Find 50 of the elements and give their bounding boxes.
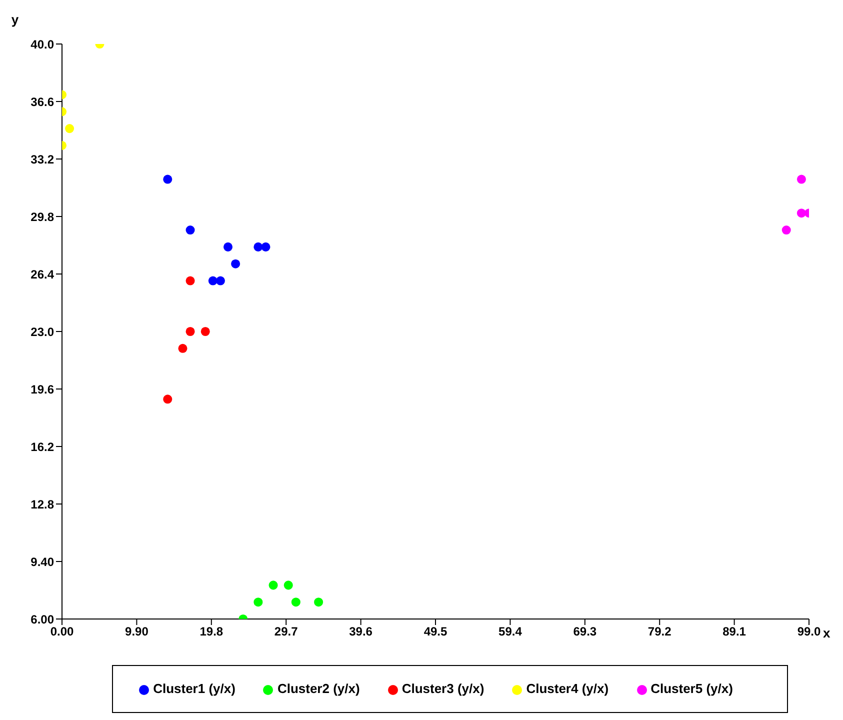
point — [223, 242, 233, 252]
legend-label: Cluster3 (y/x) — [402, 681, 484, 696]
y-axis-title: y — [11, 12, 20, 27]
point — [186, 276, 195, 286]
y-tick-label: 6.00 — [30, 612, 54, 626]
y-tick-label: 19.6 — [30, 382, 54, 396]
point — [163, 174, 172, 184]
point — [216, 276, 225, 286]
y-tick-label: 36.6 — [30, 94, 54, 109]
point — [254, 598, 263, 607]
point — [186, 226, 195, 235]
y-tick-label: 29.8 — [30, 210, 54, 224]
x-tick-label: 49.5 — [424, 624, 448, 639]
legend-label: Cluster1 (y/x) — [153, 681, 236, 696]
point — [284, 580, 293, 590]
legend-label: Cluster2 (y/x) — [277, 681, 360, 696]
point — [200, 326, 210, 336]
x-tick-label: 99.0 — [797, 624, 821, 639]
point — [261, 242, 270, 252]
legend-label: Cluster4 (y/x) — [526, 681, 609, 696]
y-tick-label: 33.2 — [30, 152, 54, 166]
x-tick-label: 69.3 — [573, 624, 597, 639]
x-tick-label: 89.1 — [722, 624, 746, 639]
x-tick-label: 29.7 — [274, 624, 298, 639]
y-tick-label: 40.0 — [30, 37, 54, 52]
point — [782, 226, 791, 235]
point — [254, 242, 263, 252]
x-tick-label: 59.4 — [498, 624, 522, 639]
point — [314, 598, 324, 607]
x-axis-title: x — [823, 626, 831, 641]
point — [796, 208, 806, 218]
y-tick-label: 9.40 — [30, 554, 54, 569]
x-tick-label: 39.6 — [349, 624, 373, 639]
x-tick-label: 19.8 — [200, 624, 224, 639]
y-tick-label: 16.2 — [30, 440, 54, 454]
point — [186, 326, 195, 336]
point — [231, 259, 240, 268]
x-tick-label: 9.90 — [125, 624, 149, 639]
y-tick-label: 26.4 — [30, 267, 54, 282]
x-tick-label: 0.00 — [50, 624, 74, 639]
y-tick-label: 12.8 — [30, 497, 54, 512]
point — [163, 394, 172, 404]
point — [291, 598, 300, 607]
y-tick-label: 23.0 — [30, 324, 54, 339]
point — [796, 174, 806, 184]
point — [178, 344, 188, 353]
x-tick-label: 79.2 — [648, 624, 672, 639]
legend-label: Cluster5 (y/x) — [650, 681, 733, 696]
point — [208, 276, 218, 286]
point — [268, 580, 278, 590]
